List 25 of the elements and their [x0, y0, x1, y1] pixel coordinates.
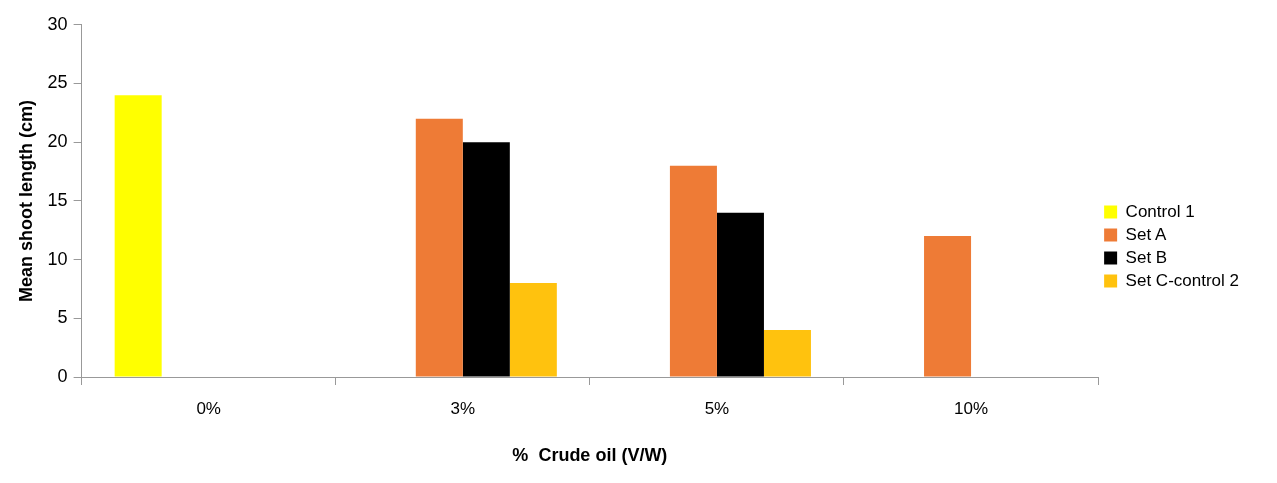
x-axis-title: % Crude oil (V/W): [512, 445, 668, 466]
y-axis-title: Mean shoot length (cm): [15, 99, 36, 302]
bar: [924, 236, 972, 377]
bar: [763, 330, 811, 377]
bar: [509, 283, 557, 377]
x-tick-label: 0%: [196, 398, 221, 418]
x-tick-label: 10%: [954, 398, 989, 418]
y-tick-label: 30: [47, 13, 68, 34]
legend-label: Set B: [1125, 247, 1168, 267]
x-tick-label: 5%: [704, 398, 730, 418]
bar: [462, 142, 510, 377]
legend-label: Set C-control 2: [1125, 270, 1240, 290]
bar: [669, 165, 717, 377]
bar: [415, 118, 463, 377]
y-tick-label: 25: [47, 72, 68, 93]
x-tick-label: 3%: [450, 398, 476, 418]
y-tick-label: 15: [47, 189, 68, 210]
legend-label: Control 1: [1125, 201, 1195, 221]
y-tick-label: 0: [57, 365, 68, 386]
y-tick-label: 5: [57, 307, 68, 328]
y-tick-label: 20: [47, 131, 68, 152]
bar: [114, 95, 162, 377]
bar: [716, 212, 764, 377]
y-tick-label: 10: [47, 248, 68, 269]
legend-label: Set A: [1125, 224, 1167, 244]
